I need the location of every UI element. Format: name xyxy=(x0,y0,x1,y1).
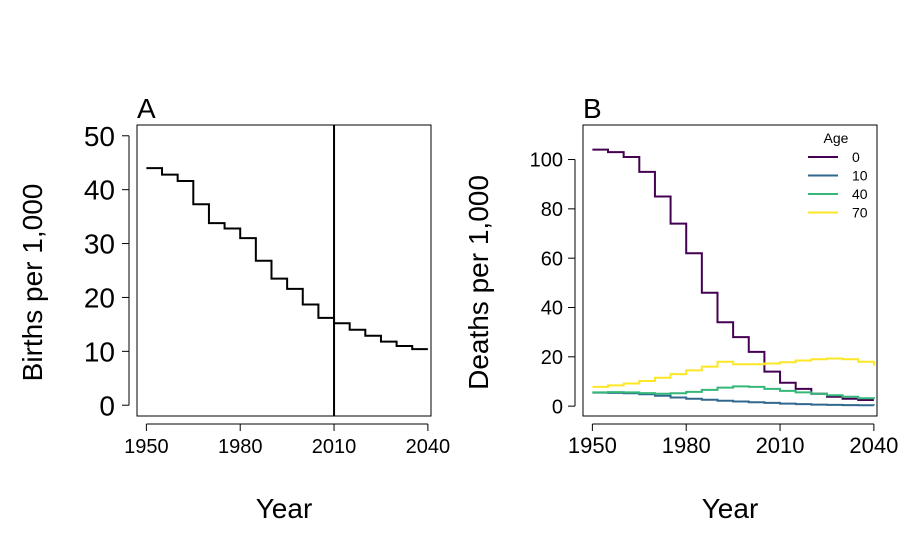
y-tick-label: 0 xyxy=(99,390,115,421)
y-tick-label: 10 xyxy=(84,336,115,367)
series-line-70 xyxy=(592,357,875,388)
x-tick-label: 1980 xyxy=(662,433,711,458)
plot-frame xyxy=(136,124,432,417)
panel-label: A xyxy=(137,93,156,124)
panel-label: B xyxy=(583,93,602,124)
x-tick-label: 2040 xyxy=(849,433,898,458)
y-tick-label: 20 xyxy=(541,347,563,369)
panel-a: A 1950 1980 2010 2040 0 10 20 30 40 50 Year Births p… xyxy=(17,93,450,524)
x-tick-label: 2040 xyxy=(406,436,451,458)
y-tick-label: 60 xyxy=(541,248,563,270)
series-line xyxy=(146,167,428,351)
legend-label: 70 xyxy=(852,205,868,221)
legend-title: Age xyxy=(824,130,849,146)
y-axis-title: Deaths per 1,000 xyxy=(463,175,494,390)
y-tick-label: 50 xyxy=(84,121,115,152)
x-tick-label: 2010 xyxy=(312,436,357,458)
y-axis-title: Births per 1,000 xyxy=(17,184,48,382)
y-tick-label: 40 xyxy=(84,175,115,206)
y-tick-label: 100 xyxy=(530,150,563,172)
x-axis-title: Year xyxy=(702,493,759,524)
y-tick-label: 40 xyxy=(541,298,563,320)
x-tick-label: 1980 xyxy=(218,436,263,458)
x-axis-title: Year xyxy=(256,493,313,524)
plot-frame xyxy=(582,124,878,417)
x-tick-label: 1950 xyxy=(124,436,169,458)
series-line-40 xyxy=(592,385,875,400)
y-tick-label: 80 xyxy=(541,199,563,221)
legend-label: 40 xyxy=(852,186,868,202)
x-tick-label: 2010 xyxy=(756,433,805,458)
x-tick-label: 1950 xyxy=(568,433,617,458)
series-line-10 xyxy=(592,391,875,407)
legend-label: 10 xyxy=(852,168,868,184)
y-tick-label: 0 xyxy=(552,396,563,418)
y-tick-label: 30 xyxy=(84,229,115,260)
y-tick-label: 20 xyxy=(84,283,115,314)
legend-label: 0 xyxy=(852,149,860,165)
